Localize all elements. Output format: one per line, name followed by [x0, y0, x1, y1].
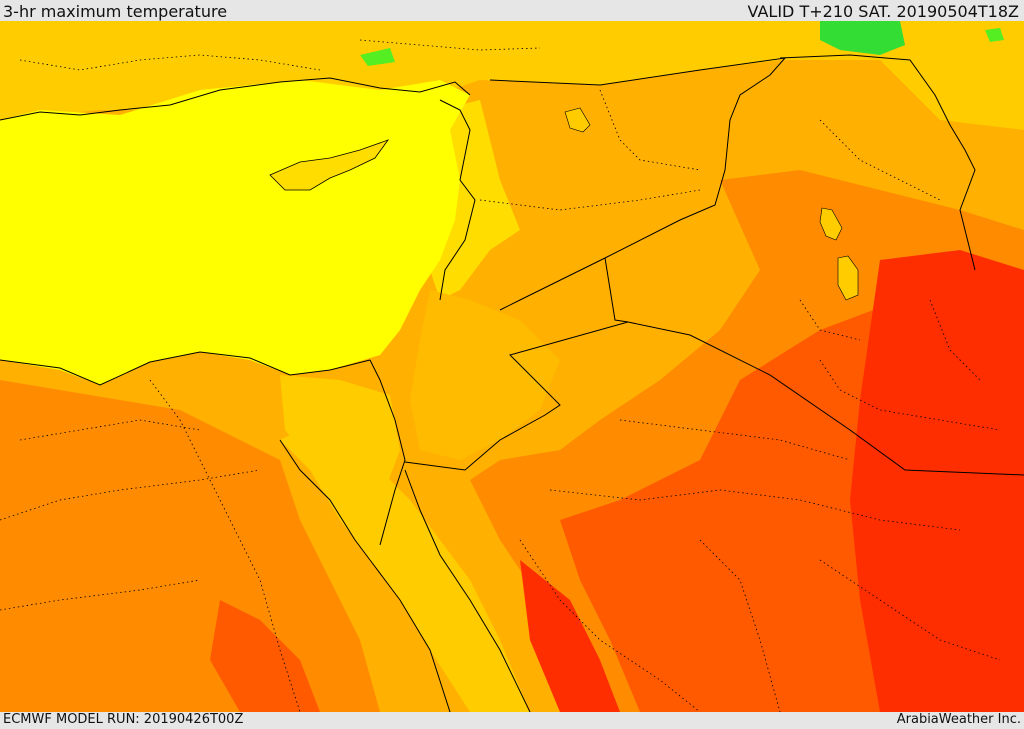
green-patch-far-ne — [985, 28, 1004, 42]
map-title: 3-hr maximum temperature — [3, 2, 228, 21]
temperature-map[interactable] — [0, 21, 1024, 712]
south-egypt-red-orange — [210, 600, 320, 712]
credit-label: ArabiaWeather Inc. — [896, 712, 1021, 727]
header-bar: 3-hr maximum temperature VALID T+210 SAT… — [0, 0, 1024, 21]
green-patch-n — [360, 48, 395, 66]
footer-bar: ECMWF MODEL RUN: 20190426T00Z ArabiaWeat… — [0, 712, 1024, 729]
lake-tharthar — [819, 207, 843, 241]
valid-time: VALID T+210 SAT. 20190504T18Z — [747, 2, 1019, 21]
map-svg — [0, 21, 1024, 712]
cyprus-island — [269, 139, 390, 191]
egypt-deep-orange — [0, 380, 380, 712]
sinai-light — [280, 375, 400, 530]
far-east-red — [850, 250, 1024, 712]
country-borders — [0, 54, 1024, 712]
lake-assad — [564, 107, 591, 133]
admin-boundaries — [0, 39, 1001, 712]
arabia-red-patch — [520, 560, 620, 712]
lake-habbaniyah — [837, 255, 859, 301]
jordan-band — [410, 290, 560, 460]
green-patch-ne — [820, 21, 905, 55]
model-run-label: ECMWF MODEL RUN: 20190426T00Z — [3, 712, 244, 727]
